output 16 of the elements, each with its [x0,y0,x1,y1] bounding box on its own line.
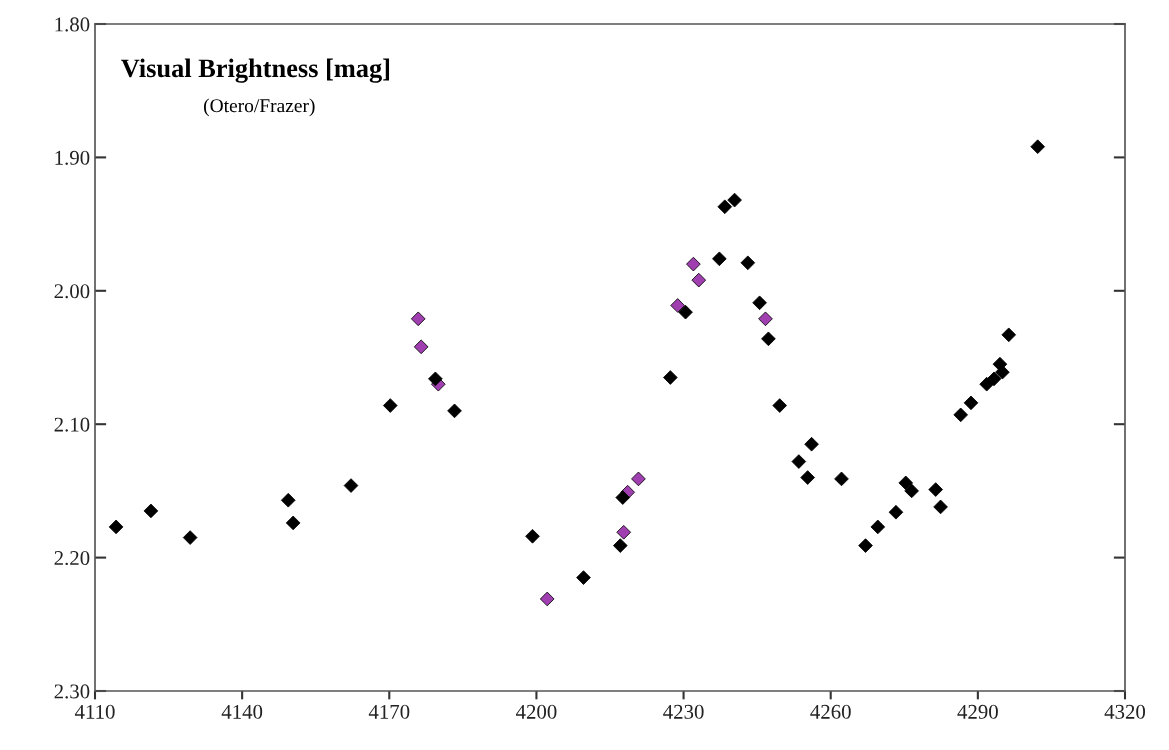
text: (Otero/Frazer) [204,98,315,117]
x-tick-label: 4260 [810,704,851,719]
x-tick-label: 4140 [221,704,263,719]
x-tick-label: 4290 [957,704,998,719]
y-tick-label: 2.00 [54,284,90,299]
x-tick-label: 4170 [368,704,410,719]
x-tick-label: 4320 [1104,704,1146,719]
y-tick-label: 1.80 [55,17,90,32]
text: Visual Brightness [mag] [121,58,390,83]
x-tick-label: 4200 [516,704,557,719]
y-tick-label: 2.20 [54,550,90,566]
y-tick-label: 1.90 [55,150,90,165]
x-tick-label: 4230 [663,704,704,719]
x-tick-label: 4110 [74,704,115,719]
y-tick-label: 2.10 [54,417,90,432]
y-tick-label: 2.30 [54,684,90,699]
